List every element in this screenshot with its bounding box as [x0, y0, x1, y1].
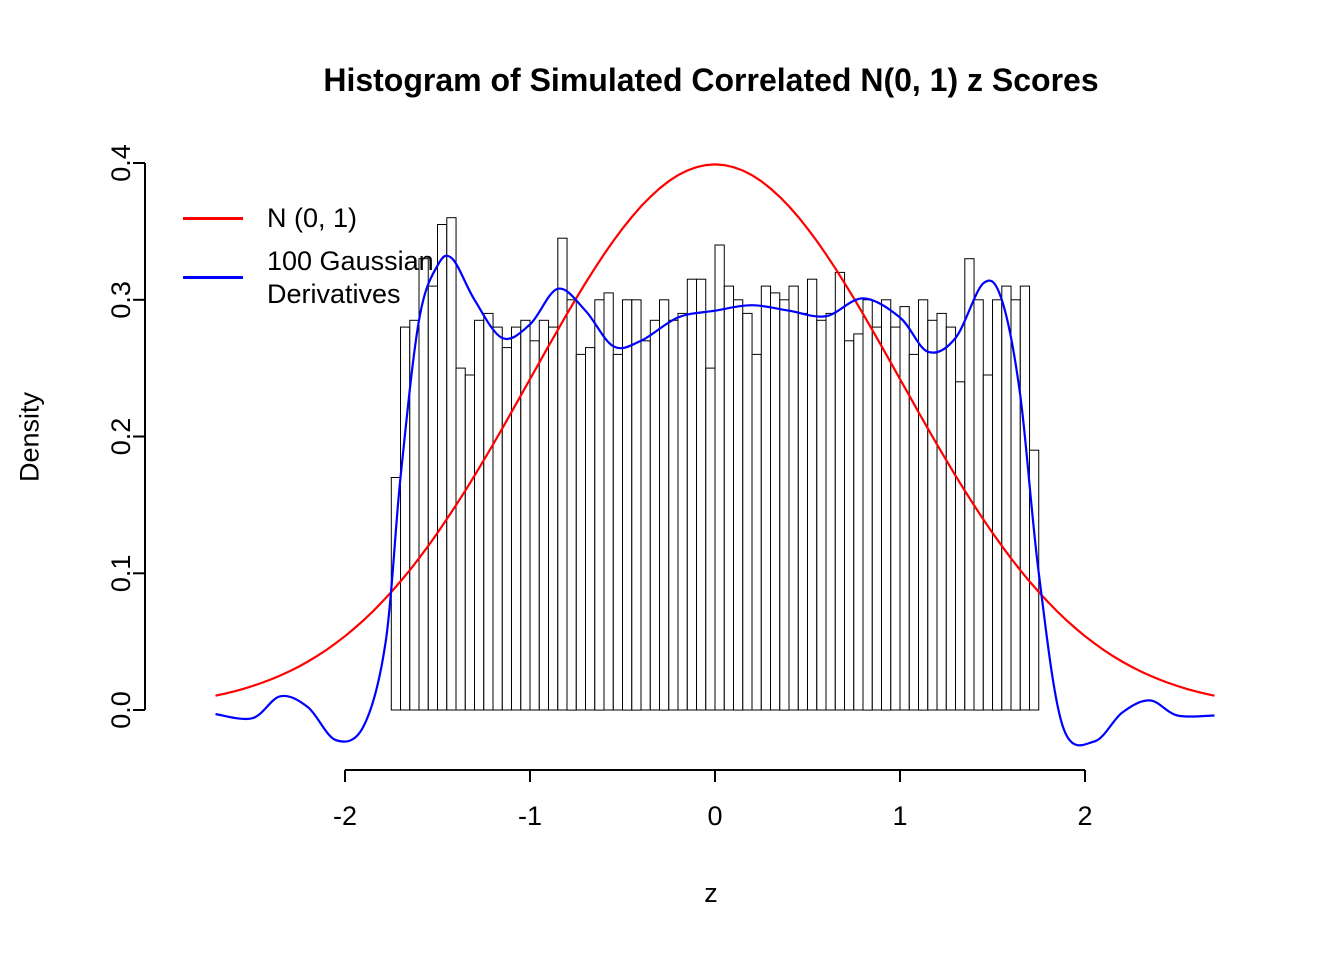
legend-entry-gaussian-derivatives: 100 Gaussian Derivatives — [183, 245, 434, 311]
histogram-bar — [807, 278, 818, 711]
histogram-bar — [696, 278, 707, 711]
histogram-bar — [797, 312, 809, 711]
histogram-bar — [594, 299, 605, 711]
histogram-bar — [659, 299, 670, 711]
histogram-bar — [733, 299, 744, 711]
legend-line-red — [183, 216, 243, 220]
histogram-bar — [955, 381, 966, 711]
y-axis-label: Density — [14, 391, 45, 483]
histogram-bar — [1019, 285, 1031, 711]
chart-title: Histogram of Simulated Correlated N(0, 1… — [323, 62, 1099, 98]
x-tick-label: 0 — [707, 801, 722, 831]
legend-label-normal: N (0, 1) — [267, 203, 358, 233]
histogram-bar — [862, 299, 873, 711]
histogram-bar — [585, 347, 596, 711]
histogram-bar — [936, 312, 947, 711]
x-axis-label: z — [704, 878, 718, 908]
histogram-bar — [483, 312, 494, 711]
histogram-bar — [742, 312, 753, 711]
histogram-bar — [427, 285, 439, 711]
histogram-bar — [834, 271, 846, 711]
histogram-bar — [529, 340, 540, 711]
gaussian-derivatives-curve — [215, 254, 1215, 747]
histogram-bar — [945, 326, 957, 711]
histogram-bar — [603, 292, 614, 711]
histogram-bar — [622, 299, 633, 711]
histogram-bar — [982, 374, 994, 711]
histogram-bar — [890, 326, 901, 711]
x-tick-label: -2 — [333, 801, 357, 831]
histogram-bar — [511, 326, 522, 711]
histogram-bar — [973, 299, 984, 711]
histogram-bar — [668, 319, 679, 711]
histogram-bar — [723, 285, 735, 711]
histogram-bar — [760, 285, 772, 711]
histogram-bar — [1001, 285, 1012, 711]
histogram-bar — [871, 326, 883, 711]
histogram-bar — [918, 299, 929, 711]
histogram-bar — [557, 237, 568, 711]
histogram-bar — [714, 244, 725, 711]
histogram-bar — [770, 292, 781, 711]
legend-entry-normal: N (0, 1) — [183, 202, 434, 235]
histogram-bar — [492, 326, 503, 711]
legend-label-gaussian-derivatives: 100 Gaussian Derivatives — [267, 245, 434, 309]
histogram-bar — [400, 326, 411, 711]
histogram-bar — [474, 319, 485, 711]
histogram-bar — [418, 258, 429, 711]
histogram-bar — [927, 319, 938, 711]
histogram-bar — [825, 312, 836, 711]
histogram-bar — [992, 299, 1003, 711]
histogram-bar — [446, 217, 457, 711]
y-tick-label: 0.0 — [106, 691, 136, 729]
histogram-bar — [390, 477, 402, 711]
histogram-bar — [844, 340, 855, 711]
histogram-bar — [779, 299, 790, 711]
histogram-bar — [853, 333, 864, 711]
histogram-bar — [751, 353, 762, 711]
histogram-bar — [677, 312, 688, 711]
histogram-bar — [964, 258, 975, 711]
histogram-bar — [501, 347, 513, 711]
histogram-bar — [649, 319, 661, 711]
histogram-bar — [437, 224, 448, 711]
histogram-bar — [816, 319, 827, 711]
histogram-bar — [705, 367, 716, 711]
histogram-bar — [631, 299, 642, 711]
histogram-bar — [899, 306, 910, 711]
y-tick-label: 0.4 — [106, 144, 136, 182]
histogram-bar — [788, 285, 799, 711]
histogram-bar — [548, 326, 559, 711]
legend: N (0, 1) 100 Gaussian Derivatives — [183, 202, 434, 311]
histogram-bar — [538, 319, 550, 711]
legend-line-blue — [183, 276, 243, 280]
y-tick-label: 0.2 — [106, 418, 136, 456]
normal-density-curve — [215, 163, 1215, 697]
y-tick-label: 0.1 — [106, 555, 136, 593]
histogram-bar — [455, 367, 466, 711]
histogram-bar — [464, 374, 476, 711]
histogram-bar — [575, 353, 587, 711]
histogram-bar — [520, 319, 531, 711]
x-tick-label: -1 — [518, 801, 542, 831]
histogram-bar — [566, 299, 577, 711]
histogram-bar — [612, 353, 624, 711]
x-tick-label: 1 — [892, 801, 907, 831]
histogram-bar — [686, 278, 698, 711]
y-tick-label: 0.3 — [106, 281, 136, 319]
x-tick-label: 2 — [1077, 801, 1092, 831]
histogram-bar — [640, 340, 651, 711]
